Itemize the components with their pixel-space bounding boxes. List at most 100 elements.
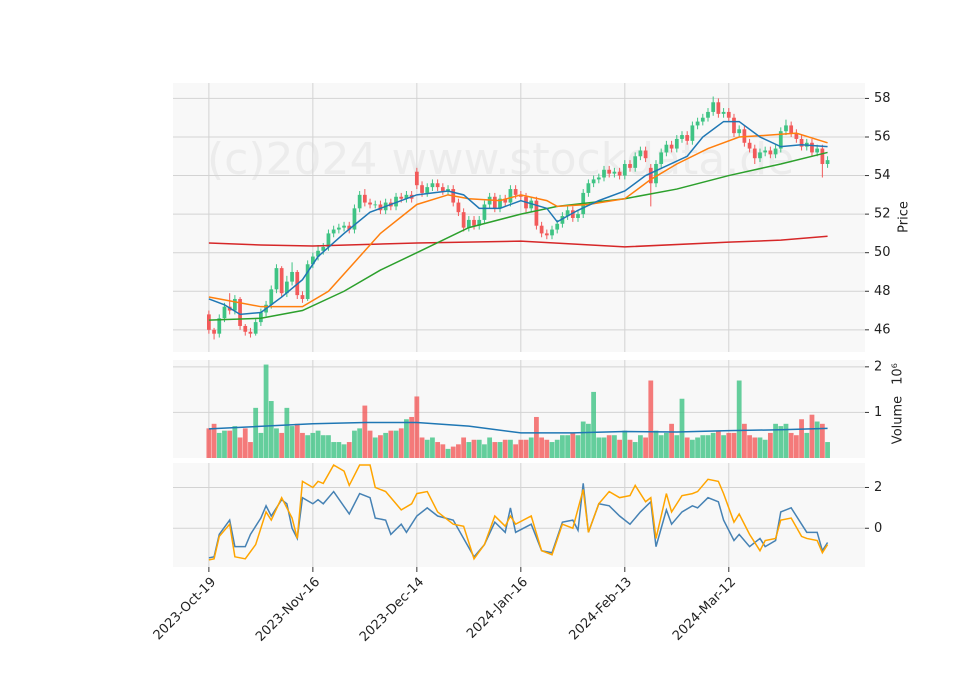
candle-body bbox=[539, 225, 544, 234]
candle-body bbox=[555, 223, 560, 230]
volume-bar bbox=[497, 442, 503, 458]
candle-body bbox=[305, 264, 310, 299]
line bbox=[208, 120, 828, 316]
candle-body bbox=[628, 163, 632, 168]
volume-bar bbox=[253, 407, 259, 458]
volume-bar bbox=[528, 437, 534, 458]
candle-body bbox=[243, 325, 248, 332]
y-tick-label: 1 bbox=[874, 405, 882, 420]
candle-body bbox=[534, 200, 539, 226]
candle-body bbox=[466, 219, 471, 228]
volume-bar bbox=[664, 432, 669, 458]
volume-bar bbox=[242, 428, 248, 458]
candle-body bbox=[368, 202, 372, 205]
x-tick-label: 2024-Jan-16 bbox=[464, 575, 531, 642]
candle-body bbox=[596, 177, 601, 180]
price-panel bbox=[173, 83, 865, 352]
candle-body bbox=[253, 322, 258, 334]
candle-body bbox=[456, 202, 461, 213]
candle-body bbox=[300, 295, 305, 299]
candle-body bbox=[700, 117, 705, 122]
volume-bar bbox=[357, 428, 363, 458]
volume-bar bbox=[757, 437, 763, 458]
candle-body bbox=[472, 219, 476, 226]
candle-body bbox=[232, 298, 237, 311]
candle-body bbox=[425, 187, 430, 193]
candle-body bbox=[357, 194, 362, 209]
candle-body bbox=[238, 298, 242, 326]
volume-bar bbox=[715, 430, 721, 458]
candle-body bbox=[492, 196, 497, 209]
volume-bar bbox=[721, 435, 726, 458]
volume-bar bbox=[388, 430, 394, 458]
volume-bar bbox=[793, 435, 799, 458]
volume-bar bbox=[456, 444, 461, 458]
candle-body bbox=[570, 210, 575, 218]
candle-body bbox=[638, 150, 643, 157]
x-tick-label: 2023-Oct-19 bbox=[151, 575, 219, 643]
volume-bar bbox=[404, 419, 409, 458]
volume-bar bbox=[658, 435, 664, 458]
candle-body bbox=[721, 111, 726, 114]
volume-bar bbox=[778, 426, 784, 458]
candle-body bbox=[643, 150, 648, 159]
candle-body bbox=[508, 189, 513, 203]
y-tick-label: 0 bbox=[874, 521, 882, 536]
volume-bar bbox=[705, 435, 711, 458]
volume-bar bbox=[424, 439, 430, 458]
volume-bar bbox=[549, 442, 555, 458]
volume-bar bbox=[383, 432, 389, 458]
volume-bar bbox=[341, 444, 347, 458]
candle-body bbox=[331, 229, 336, 234]
candle-body bbox=[258, 312, 263, 323]
volume-bar bbox=[726, 432, 732, 458]
candle-body bbox=[503, 198, 508, 203]
volume-bar bbox=[263, 364, 269, 458]
candle-body bbox=[284, 281, 289, 294]
candle-body bbox=[399, 196, 404, 199]
candle-body bbox=[591, 179, 596, 184]
line bbox=[208, 421, 828, 434]
y-tick-label: 56 bbox=[874, 129, 891, 144]
volume-bar bbox=[331, 442, 337, 458]
candle-body bbox=[768, 150, 773, 155]
watermark: (c)2024 www.stockdata.de bbox=[207, 134, 794, 185]
candle-body bbox=[544, 233, 549, 236]
volume-bar bbox=[440, 444, 446, 458]
volume-bar bbox=[612, 435, 617, 458]
volume-bar bbox=[372, 437, 378, 458]
volume-bar bbox=[352, 430, 357, 458]
y-tick-label: 58 bbox=[874, 91, 891, 106]
candle-body bbox=[430, 183, 435, 188]
candle-body bbox=[612, 171, 617, 174]
volume-bar bbox=[825, 442, 830, 458]
volume-bar bbox=[336, 442, 342, 458]
y-tick-label: 46 bbox=[874, 322, 891, 337]
volume-bar bbox=[575, 435, 581, 458]
volume-bar bbox=[430, 437, 435, 458]
y-tick-label: 52 bbox=[874, 207, 891, 222]
volume-bar bbox=[445, 448, 451, 458]
candle-body bbox=[706, 111, 710, 118]
volume-bar bbox=[752, 437, 758, 458]
y-tick-label: 2 bbox=[874, 359, 882, 374]
candle-body bbox=[513, 189, 518, 195]
candle-body bbox=[747, 142, 752, 149]
y-tick-label: 50 bbox=[874, 245, 891, 260]
volume-bar bbox=[232, 426, 238, 458]
candle-body bbox=[248, 331, 253, 334]
oscillator-panel bbox=[173, 463, 865, 567]
volume-bar bbox=[534, 416, 539, 458]
volume-bar bbox=[669, 423, 674, 458]
y-tick-label: 2 bbox=[874, 480, 882, 495]
candle-body bbox=[815, 148, 820, 153]
volume-bar bbox=[674, 435, 680, 458]
x-tick-label: 2024-Mar-12 bbox=[670, 575, 739, 644]
candle-body bbox=[810, 142, 814, 153]
volume-bar bbox=[643, 437, 648, 458]
volume-bar bbox=[513, 444, 519, 458]
volume-bar bbox=[539, 437, 545, 458]
x-tick-label: 2023-Dec-14 bbox=[357, 575, 427, 645]
candle-body bbox=[617, 171, 622, 176]
candle-body bbox=[352, 208, 357, 230]
